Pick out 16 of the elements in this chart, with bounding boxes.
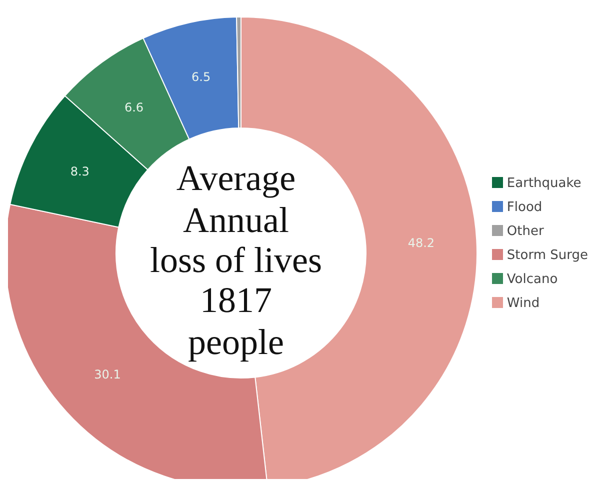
- text: Average: [176, 158, 296, 198]
- legend-label: Earthquake: [506, 176, 582, 190]
- text: Annual: [183, 200, 289, 240]
- text: people: [188, 322, 284, 362]
- data-label: 30.1: [94, 367, 121, 382]
- legend-label: Flood: [506, 200, 542, 214]
- data-label: 6.5: [192, 70, 211, 84]
- legend-label: Other: [506, 224, 544, 238]
- text: loss of lives: [150, 240, 322, 280]
- legend-label: Storm Surge: [506, 248, 588, 262]
- legend-label: Wind: [506, 296, 540, 310]
- data-label: 48.2: [408, 236, 435, 250]
- legend-label: Volcano: [506, 272, 558, 286]
- text: 1817: [200, 280, 272, 320]
- data-label: 8.3: [70, 164, 90, 179]
- data-label: 6.6: [124, 100, 144, 115]
